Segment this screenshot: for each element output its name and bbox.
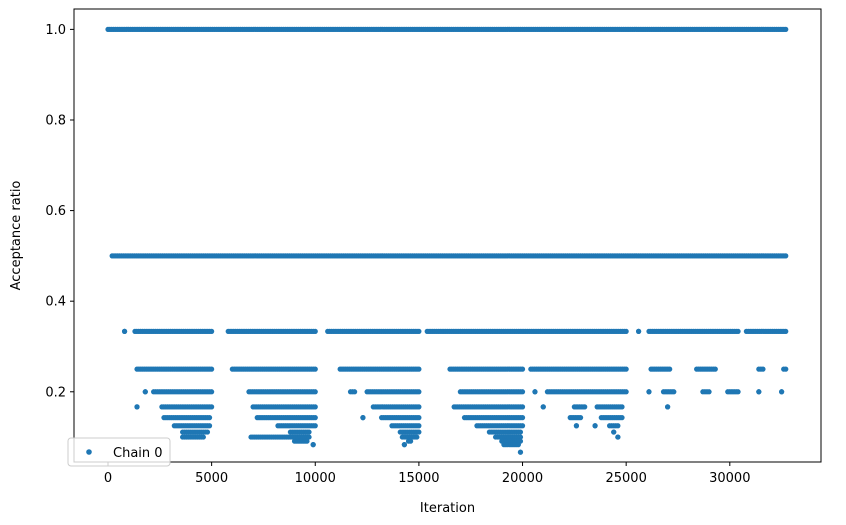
data-point — [209, 366, 215, 372]
data-point — [416, 415, 422, 421]
data-point — [416, 389, 422, 395]
data-point — [519, 423, 526, 429]
data-point — [623, 366, 629, 372]
data-point — [712, 366, 718, 372]
y-tick-label: 0.2 — [45, 385, 66, 400]
data-point — [312, 328, 318, 334]
data-point — [204, 429, 211, 435]
data-point — [352, 389, 358, 395]
data-point — [665, 404, 671, 410]
data-point — [756, 389, 762, 395]
data-point — [783, 328, 789, 334]
y-tick-label: 0.4 — [45, 295, 66, 310]
data-point — [209, 389, 215, 395]
data-point — [619, 415, 625, 421]
data-point — [401, 442, 407, 448]
data-points — [105, 26, 789, 455]
data-point — [735, 328, 741, 334]
data-point — [671, 389, 677, 395]
legend-box — [67, 437, 171, 467]
data-point — [573, 423, 580, 429]
data-point — [783, 366, 789, 372]
data-point — [532, 389, 538, 395]
data-point — [306, 429, 312, 435]
y-tick-label: 0.8 — [45, 113, 66, 128]
data-point — [515, 442, 521, 448]
data-point — [416, 423, 422, 429]
data-point — [646, 389, 652, 395]
data-point — [134, 404, 140, 410]
data-point — [312, 423, 318, 429]
data-point — [615, 423, 621, 429]
data-point — [416, 404, 422, 410]
y-tick-label: 0.6 — [45, 204, 66, 219]
data-point — [414, 434, 420, 440]
data-point — [577, 415, 584, 421]
data-point — [517, 434, 524, 440]
x-tick-label: 20000 — [502, 471, 543, 486]
y-axis-ticks: 0.2 0.4 0.6 0.8 1.0 — [45, 23, 74, 400]
data-point — [209, 404, 215, 410]
data-point — [209, 328, 215, 334]
data-point — [360, 415, 366, 421]
legend-marker — [86, 449, 92, 455]
data-point — [619, 404, 625, 410]
data-point — [408, 438, 414, 444]
data-point — [706, 389, 712, 395]
data-point — [206, 423, 213, 429]
data-point — [206, 415, 213, 421]
x-tick-label: 5000 — [195, 471, 228, 486]
data-point — [623, 389, 629, 395]
x-tick-label: 10000 — [295, 471, 336, 486]
data-point — [519, 389, 526, 395]
data-point — [592, 423, 598, 429]
y-tick-label: 1.0 — [45, 23, 66, 38]
data-point — [519, 415, 526, 421]
plot-frame — [73, 8, 822, 463]
data-point — [636, 328, 642, 334]
x-tick-label: 0 — [104, 471, 112, 486]
data-point — [540, 404, 546, 410]
data-point — [416, 328, 422, 334]
x-tick-label: 25000 — [605, 471, 646, 486]
data-point — [735, 389, 741, 395]
data-point — [416, 366, 422, 372]
data-point — [200, 434, 206, 440]
data-point — [779, 389, 785, 395]
data-point — [304, 438, 310, 444]
data-point — [312, 389, 318, 395]
data-point — [519, 366, 526, 372]
data-point — [615, 434, 621, 440]
data-point — [121, 328, 128, 334]
legend: Chain 0 — [67, 437, 171, 467]
x-tick-label: 30000 — [709, 471, 750, 486]
data-point — [310, 442, 316, 448]
data-point — [582, 404, 588, 410]
data-point — [142, 389, 148, 395]
data-point — [416, 429, 422, 435]
x-tick-label: 15000 — [398, 471, 439, 486]
data-point — [623, 328, 629, 334]
data-point — [611, 429, 617, 435]
data-point — [306, 434, 312, 440]
data-point — [312, 404, 318, 410]
y-axis-label: Acceptance ratio — [9, 181, 24, 291]
data-point — [667, 366, 673, 372]
data-point — [312, 415, 318, 421]
x-axis-ticks: 0 5000 10000 15000 20000 25000 30000 — [104, 462, 750, 486]
legend-label: Chain 0 — [113, 446, 163, 461]
x-axis-label: Iteration — [420, 501, 475, 516]
data-point — [312, 366, 318, 372]
data-point — [519, 404, 526, 410]
data-point — [760, 366, 766, 372]
data-point — [783, 253, 789, 259]
data-point — [517, 429, 524, 435]
data-point — [783, 26, 789, 32]
data-point — [517, 449, 524, 455]
